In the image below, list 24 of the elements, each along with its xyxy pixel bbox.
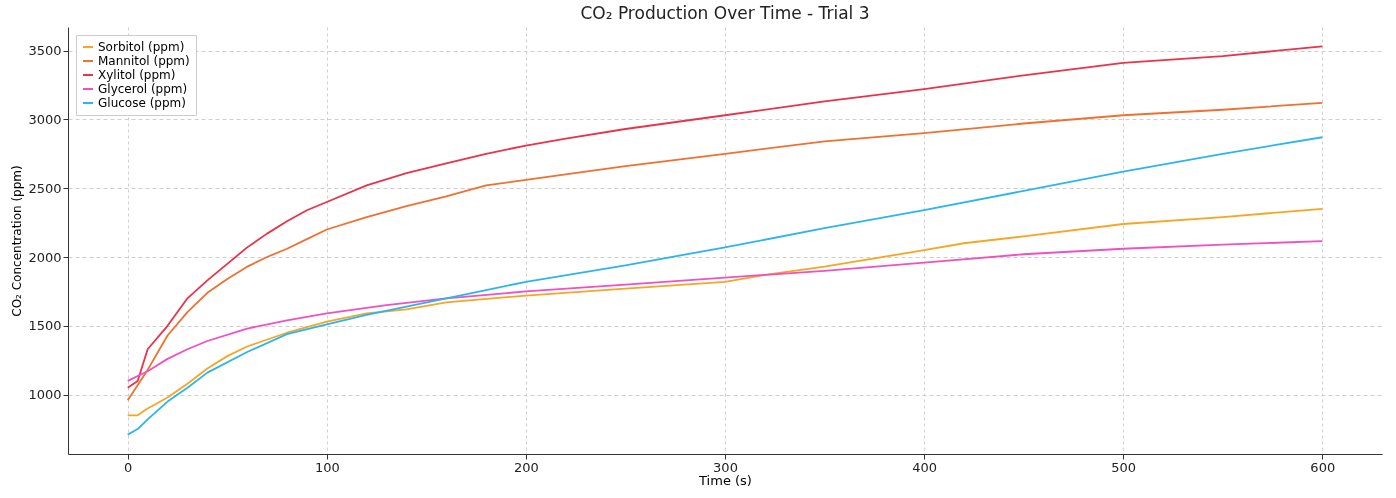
x-axis-title: Time (s) bbox=[698, 472, 752, 488]
y-tick-label: 2500 bbox=[28, 180, 62, 196]
y-tick-label: 2000 bbox=[28, 249, 62, 265]
line-series bbox=[126, 240, 1324, 382]
x-tick-label: 200 bbox=[513, 459, 539, 475]
x-tick-label: 0 bbox=[124, 459, 133, 475]
y-tick-label: 3500 bbox=[28, 43, 62, 59]
legend-label: Glucose (ppm) bbox=[98, 96, 186, 110]
y-tick-label: 3000 bbox=[28, 111, 62, 127]
legend-label: Mannitol (ppm) bbox=[98, 54, 190, 68]
x-tick-label: 400 bbox=[912, 459, 937, 475]
y-tick-label: 1000 bbox=[28, 387, 62, 403]
chart-title: CO₂ Production Over Time - Trial 3 bbox=[580, 3, 870, 23]
x-tick-label: 100 bbox=[314, 459, 340, 475]
legend-label: Sorbitol (ppm) bbox=[98, 40, 185, 54]
legend-label: Xylitol (ppm) bbox=[98, 68, 176, 82]
line-series bbox=[126, 136, 1324, 436]
legend-label: Glycerol (ppm) bbox=[98, 82, 188, 96]
y-axis-title: CO₂ Concentration (ppm) bbox=[10, 165, 25, 317]
line-series bbox=[126, 207, 1324, 417]
x-tick-label: 500 bbox=[1111, 459, 1137, 475]
x-tick-label: 300 bbox=[713, 459, 738, 475]
x-tick-label: 600 bbox=[1310, 459, 1336, 475]
y-tick-label: 1500 bbox=[28, 318, 62, 334]
